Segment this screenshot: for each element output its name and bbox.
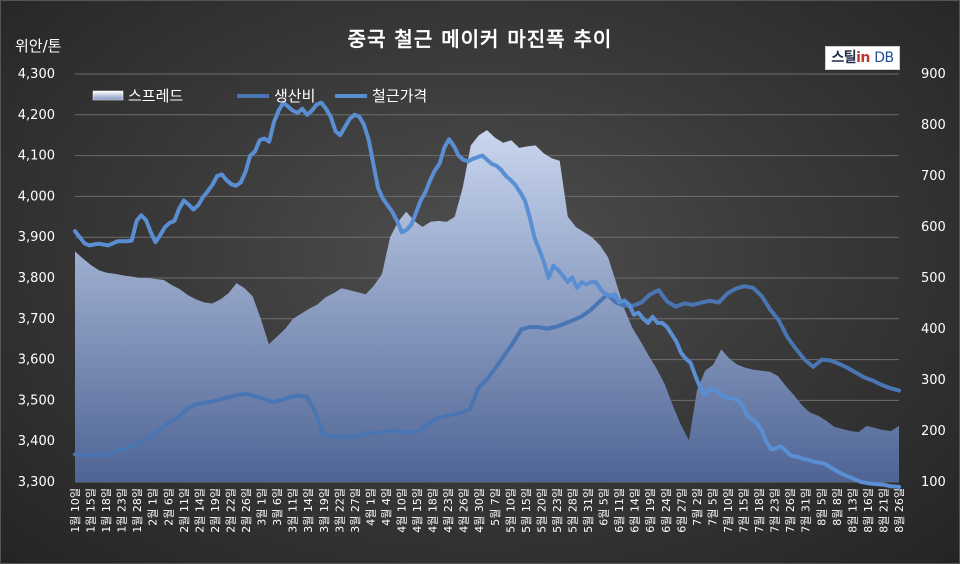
x-tick-label: 7월 26일 <box>783 488 797 533</box>
x-tick-label: 6월 14일 <box>628 488 642 533</box>
y-right-tick-label: 600 <box>921 220 946 235</box>
y-left-tick-label: 4,300 <box>18 67 55 82</box>
x-tick-label: 2월 6일 <box>161 488 175 526</box>
chart-title: 중국 철근 메이커 마진폭 추이 <box>347 27 613 51</box>
x-tick-label: 1월 10일 <box>68 488 82 533</box>
y-left-tick-label: 3,600 <box>18 353 55 368</box>
x-tick-label: 3월 19일 <box>317 488 331 533</box>
x-tick-label: 7월 31일 <box>799 488 813 533</box>
x-tick-label: 4월 23일 <box>441 488 455 533</box>
x-tick-label: 8월 21일 <box>876 488 890 533</box>
x-tick-label: 2월 19일 <box>208 488 222 533</box>
x-tick-label: 2월 11일 <box>177 488 191 533</box>
x-tick-label: 1월 15일 <box>84 488 98 533</box>
x-tick-label: 3월 14일 <box>301 488 315 533</box>
x-tick-label: 6월 24일 <box>659 488 673 533</box>
y-right-tick-label: 300 <box>921 373 946 388</box>
line-layer <box>73 100 901 489</box>
x-tick-label: 5월 20일 <box>534 488 548 533</box>
x-tick-label: 8월 5일 <box>814 488 828 526</box>
series-spread-area <box>75 130 899 482</box>
x-tick-label: 3월 11일 <box>286 488 300 533</box>
x-tick-label: 3월 1일 <box>255 488 269 526</box>
x-tick-label: 7월 5일 <box>705 488 719 526</box>
y-right-tick-label: 700 <box>921 169 946 184</box>
legend-item: 생산비 <box>237 87 315 105</box>
spread-area-layer <box>75 130 899 482</box>
x-tick-label: 5월 23일 <box>550 488 564 533</box>
x-tick-label: 8월 8일 <box>830 488 844 526</box>
x-tick-label: 7월 2일 <box>690 488 704 526</box>
legend-item: 철근가격 <box>335 87 427 105</box>
left-axis: 3,300 3,400 3,500 3,600 3,700 3,800 3,900 4,000… <box>18 67 55 490</box>
y-left-tick-label: 4,100 <box>18 149 55 164</box>
x-tick-label: 1월 23일 <box>115 488 129 533</box>
x-tick-label: 4월 1일 <box>363 488 377 526</box>
x-tick-label: 5월 15일 <box>519 488 533 533</box>
x-tick-label: 7월 15일 <box>737 488 751 533</box>
x-tick-label: 4월 18일 <box>426 488 440 533</box>
x-tick-label: 2월 26일 <box>239 488 253 533</box>
x-tick-label: 5월 28일 <box>566 488 580 533</box>
x-tick-label: 7월 18일 <box>752 488 766 533</box>
x-tick-label: 8월 13일 <box>845 488 859 533</box>
x-tick-label: 5월 10일 <box>503 488 517 533</box>
x-tick-label: 4월 4일 <box>379 488 393 526</box>
brand-logo: 스틸in DB <box>825 46 900 70</box>
y-right-tick-label: 900 <box>921 67 946 82</box>
y-right-tick-label: 200 <box>921 424 946 439</box>
x-tick-label: 4월 10일 <box>394 488 408 533</box>
y-right-tick-label: 400 <box>921 322 946 337</box>
right-axis: 100 200 300 400 500 600 700 800 900 <box>921 67 946 490</box>
x-tick-label: 2월 14일 <box>192 488 206 533</box>
y-left-tick-label: 3,800 <box>18 271 55 286</box>
y-left-tick-label: 4,200 <box>18 108 55 123</box>
legend-label: 생산비 <box>274 87 315 105</box>
x-tick-label: 1월 18일 <box>99 488 113 533</box>
legend-label: 철근가격 <box>372 87 427 105</box>
y-left-tick-label: 4,000 <box>18 189 55 204</box>
x-tick-label: 6월 19일 <box>643 488 657 533</box>
x-tick-label: 3월 27일 <box>348 488 362 533</box>
y-left-tick-label: 3,400 <box>18 434 55 449</box>
x-axis: 1월 10일 1월 15일 1월 18일 1월 23일 1월 28일 2월 1일 2월 6일… <box>68 488 906 533</box>
x-tick-label: 6월 11일 <box>612 488 626 533</box>
unit-label: 위안/톤 <box>15 37 62 55</box>
legend-item: 스프레드 <box>92 87 183 105</box>
x-tick-label: 7월 23일 <box>768 488 782 533</box>
x-tick-label: 6월 5일 <box>597 488 611 526</box>
y-left-tick-label: 3,900 <box>18 230 55 245</box>
x-tick-label: 6월 27일 <box>674 488 688 533</box>
y-right-tick-label: 800 <box>921 118 946 133</box>
legend: 스프레드 생산비 철근가격 <box>92 87 427 105</box>
x-tick-label: 4월 30일 <box>472 488 486 533</box>
x-tick-label: 2월 22일 <box>223 488 237 533</box>
x-tick-label: 5월 31일 <box>581 488 595 533</box>
x-tick-label: 1월 28일 <box>130 488 144 533</box>
series-price-line <box>73 100 901 489</box>
y-left-tick-label: 3,700 <box>18 312 55 327</box>
x-tick-label: 4월 26일 <box>457 488 471 533</box>
x-tick-label: 2월 1일 <box>146 488 160 526</box>
series-cost-line <box>73 284 901 458</box>
x-tick-label: 3월 6일 <box>270 488 284 526</box>
legend-label: 스프레드 <box>128 87 183 105</box>
x-tick-label: 8월 26일 <box>892 488 906 533</box>
y-left-tick-label: 3,300 <box>18 475 55 490</box>
x-tick-label: 3월 22일 <box>332 488 346 533</box>
y-left-tick-label: 3,500 <box>18 393 55 408</box>
x-tick-label: 4월 15일 <box>410 488 424 533</box>
y-right-tick-label: 100 <box>921 475 946 490</box>
y-right-tick-label: 500 <box>921 271 946 286</box>
legend-swatch-spread <box>92 90 124 101</box>
x-tick-label: 8월 16일 <box>861 488 875 533</box>
x-tick-label: 5월 7일 <box>488 488 502 526</box>
x-tick-label: 7월 10일 <box>721 488 735 533</box>
